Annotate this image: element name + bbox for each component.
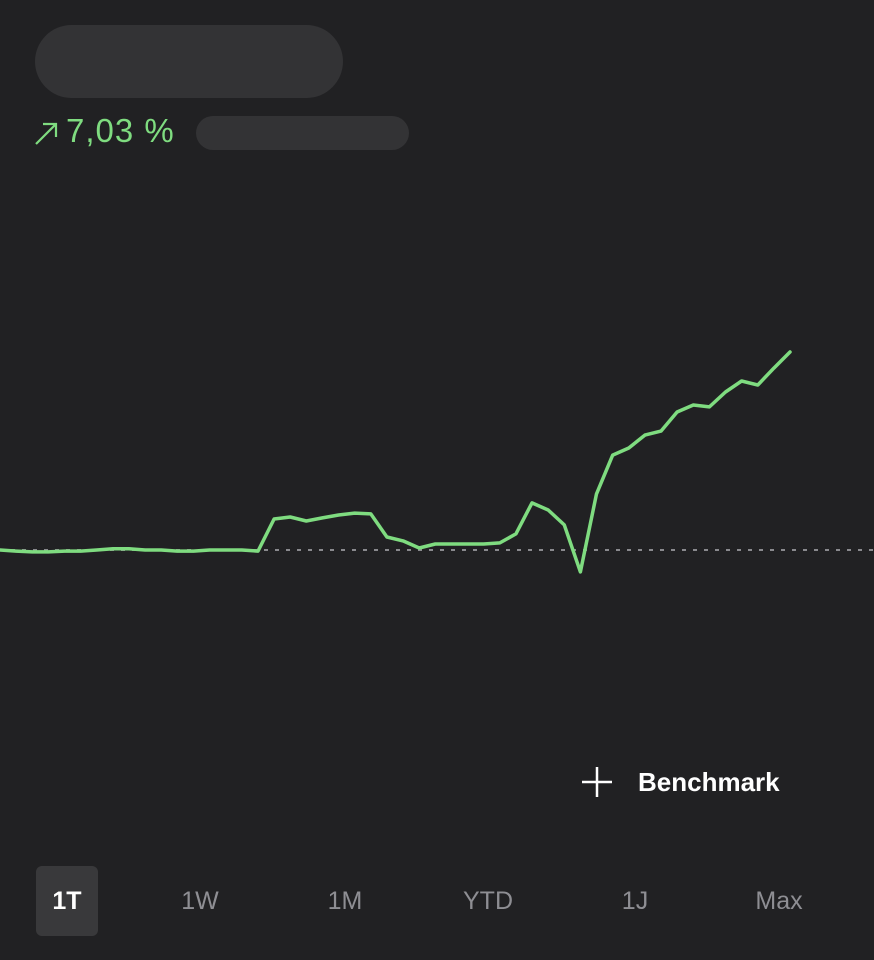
range-tab[interactable]: 1T xyxy=(36,866,98,936)
range-tab[interactable]: 1J xyxy=(621,887,649,915)
range-tab[interactable]: 1W xyxy=(181,887,219,915)
up-arrow-icon xyxy=(35,122,58,145)
hidden-value xyxy=(35,25,343,98)
range-tab[interactable]: Max xyxy=(755,887,803,915)
price-line xyxy=(0,350,792,574)
range-tab[interactable]: YTD xyxy=(463,887,513,915)
plus-icon xyxy=(582,767,612,797)
change-percent: 7,03 % xyxy=(66,112,175,149)
benchmark-button[interactable]: Benchmark xyxy=(580,760,780,804)
range-tabs: 1T 1W 1M YTD 1J Max xyxy=(36,866,836,936)
hidden-amount xyxy=(196,116,409,150)
chart xyxy=(0,350,874,574)
benchmark-label: Benchmark xyxy=(638,766,780,797)
range-tab[interactable]: 1M xyxy=(327,887,363,915)
